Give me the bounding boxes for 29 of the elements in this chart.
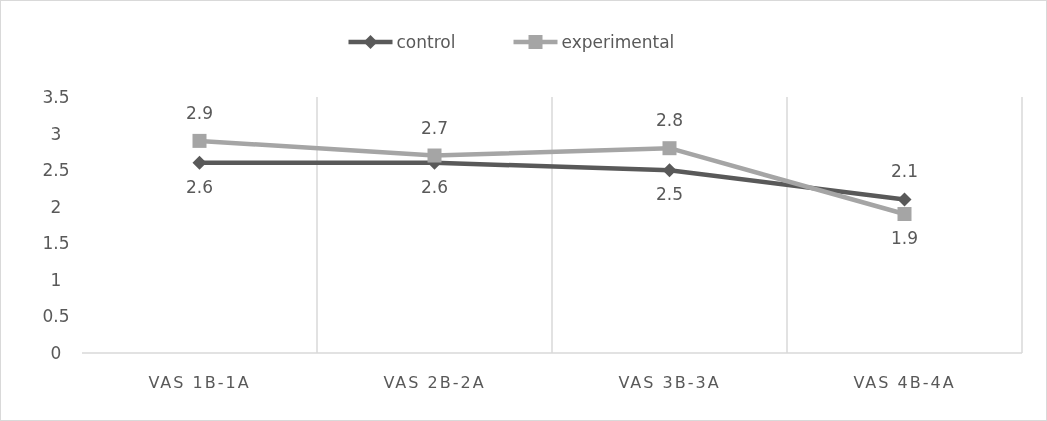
legend-label: control (396, 31, 456, 52)
x-tick-label: VAS 3B-3A (618, 373, 721, 392)
y-tick-label: 2.5 (42, 160, 70, 181)
y-tick-label: 0.5 (42, 306, 70, 327)
point (897, 192, 912, 207)
point (192, 155, 207, 170)
point (897, 207, 912, 222)
point (192, 133, 207, 148)
point (662, 163, 677, 178)
x-tick-label: VAS 1B-1A (148, 373, 251, 392)
data-label: 1.9 (890, 228, 919, 249)
point (662, 141, 677, 156)
data-label: 2.9 (185, 102, 214, 123)
data-label: 2.8 (655, 110, 684, 131)
data-label: 2.7 (420, 117, 449, 138)
y-tick-label: 1.5 (42, 233, 70, 254)
y-tick-label: 0 (50, 342, 62, 363)
x-tick-label: VAS 2B-2A (383, 373, 486, 392)
data-label: 2.6 (420, 176, 449, 197)
data-label: 2.6 (185, 176, 214, 197)
y-tick-label: 1 (50, 269, 62, 290)
data-label: 2.5 (655, 184, 684, 205)
legend-label: experimental (561, 31, 675, 52)
y-tick-label: 2 (50, 196, 62, 217)
y-tick-label: 3.5 (42, 86, 70, 107)
x-tick-label: VAS 4B-4A (853, 373, 956, 392)
point (427, 148, 442, 163)
data-label: 2.1 (890, 161, 919, 182)
y-tick-label: 3 (50, 123, 62, 144)
